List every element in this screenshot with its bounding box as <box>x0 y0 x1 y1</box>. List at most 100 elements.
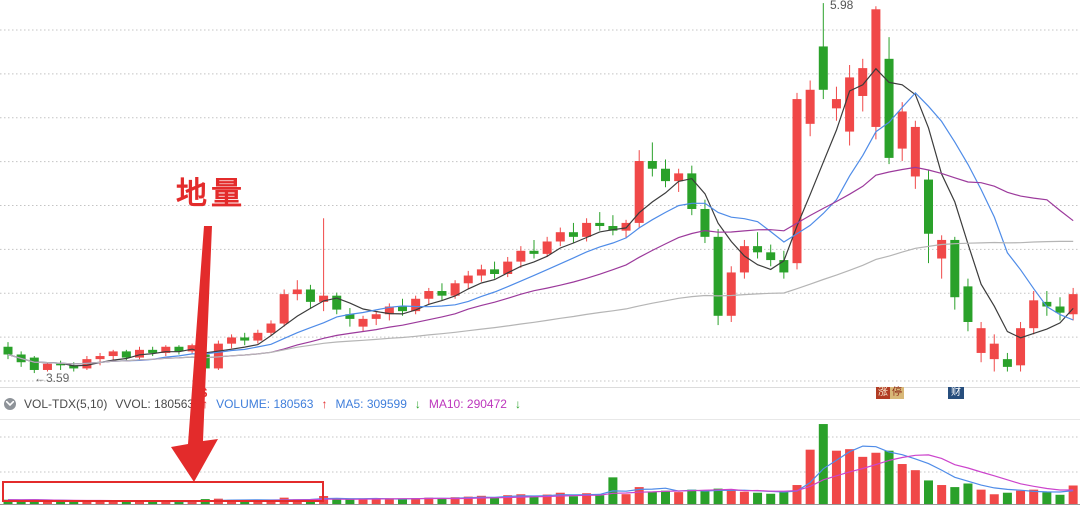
candle-body <box>805 89 815 124</box>
candle-body <box>305 289 315 302</box>
volume-bar <box>424 497 434 504</box>
volume-bar <box>174 501 184 504</box>
volume-bar <box>542 494 552 504</box>
candle-body <box>634 160 644 223</box>
volume-bar <box>135 501 144 504</box>
volume-bar <box>148 501 158 504</box>
volume-bar <box>871 452 881 504</box>
ma10-down-arrow-icon: ↓ <box>514 396 521 411</box>
candle-body <box>69 365 79 369</box>
volume-bar <box>1029 489 1039 504</box>
candle-body <box>121 351 131 358</box>
volume-bar <box>384 498 394 504</box>
candle-body <box>463 275 473 284</box>
candle-body <box>450 283 460 296</box>
limit-up-badge-char1: 涨 <box>876 387 890 399</box>
volume-bar <box>779 491 789 504</box>
candle-body <box>779 260 789 273</box>
candle-body <box>3 346 13 355</box>
volume-bar <box>56 501 66 504</box>
volume-bar <box>700 491 710 504</box>
candle-body <box>95 356 105 360</box>
volume-bar <box>16 500 26 504</box>
candle-body <box>910 126 920 177</box>
volume-bar <box>884 450 894 504</box>
price-chart-panel[interactable] <box>0 0 1080 387</box>
volume-bar <box>674 492 684 504</box>
candle-body <box>1016 328 1026 366</box>
candle-body <box>726 272 736 316</box>
candle-body <box>1055 306 1065 313</box>
candle-body <box>700 208 710 237</box>
candle-body <box>516 250 526 262</box>
volume-bar <box>490 497 500 504</box>
candle-body <box>411 298 421 312</box>
volume-bar <box>753 492 763 504</box>
volume-bar <box>713 488 723 504</box>
volume-bar <box>792 485 802 504</box>
volume-bar <box>503 495 513 504</box>
volume-bar <box>437 498 447 504</box>
limit-up-badge[interactable]: 涨 停 <box>876 387 904 399</box>
volume-bar <box>358 499 368 504</box>
volume-bar <box>950 487 960 504</box>
candle-body <box>687 173 697 209</box>
volume-bar <box>831 450 841 504</box>
limit-up-badge-char2: 停 <box>890 387 904 399</box>
candle-body <box>529 250 539 254</box>
candle-body <box>713 236 723 316</box>
volume-bar <box>332 498 342 504</box>
candle-body <box>398 306 407 312</box>
candle-body <box>608 226 618 231</box>
period-high-label: 5.98 <box>830 0 854 12</box>
candle-body <box>568 232 578 237</box>
volume-bar <box>253 500 263 504</box>
volume-bar <box>398 499 407 504</box>
volume-bar <box>69 501 79 504</box>
candle-body <box>897 111 907 149</box>
volume-bar <box>82 500 92 504</box>
volume-bar <box>240 500 250 504</box>
candle-body <box>135 349 144 358</box>
volume-bar <box>121 501 131 504</box>
volume-bar <box>739 491 749 504</box>
candle-body <box>240 337 250 341</box>
volume-highlight-box <box>2 481 324 502</box>
candle-body <box>582 222 592 237</box>
financial-report-badge[interactable]: 财 <box>948 387 964 399</box>
candle-body <box>503 261 513 274</box>
volume-up-arrow-icon: ↑ <box>321 396 328 411</box>
volume-bar <box>595 495 605 504</box>
ex-dividend-marker: $ <box>200 385 208 400</box>
candle-body <box>884 58 894 158</box>
collapse-panel-icon[interactable] <box>4 397 16 410</box>
candle-body <box>555 232 565 242</box>
volume-bar <box>1068 485 1078 504</box>
candle-body <box>490 269 500 274</box>
volume-bar <box>450 497 460 504</box>
candle-body <box>345 314 355 319</box>
volume-bar <box>1002 492 1012 504</box>
volume-bar <box>1016 490 1026 504</box>
candle-body <box>200 354 210 369</box>
volume-bar <box>555 492 565 504</box>
volume-bar <box>661 490 670 504</box>
candle-body <box>292 289 302 295</box>
volume-bar <box>924 480 933 504</box>
candle-body <box>595 222 605 227</box>
candle-body <box>371 314 381 319</box>
candle-body <box>937 239 947 259</box>
ma5-value: MA5: 309599 <box>335 396 407 411</box>
volume-value: VOLUME: 180563 <box>216 396 314 411</box>
indicator-name: VOL-TDX(5,10) <box>24 396 108 411</box>
volume-bar <box>187 501 197 504</box>
volume-bar <box>858 456 868 504</box>
volume-bar <box>411 498 421 504</box>
volume-bar <box>647 491 657 504</box>
volume-bar <box>1042 492 1052 504</box>
volume-bar <box>529 496 539 504</box>
candle-body <box>1029 300 1039 329</box>
candle-body <box>989 343 999 360</box>
volume-bar <box>476 495 486 504</box>
